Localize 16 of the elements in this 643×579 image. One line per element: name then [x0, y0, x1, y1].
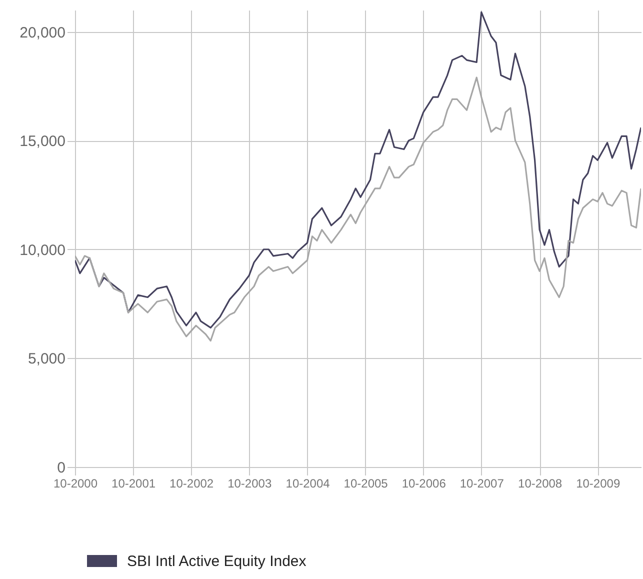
x-tick-label: 10-2002 [170, 476, 214, 490]
x-tick-label: 10-2006 [402, 476, 446, 490]
y-tick-label: 10,000 [20, 242, 66, 259]
x-tick-label: 10-2000 [53, 476, 98, 490]
x-tick-label: 10-2001 [112, 476, 156, 490]
x-tick-label: 10-2009 [576, 476, 620, 490]
x-tick-label: 10-2003 [228, 476, 272, 490]
x-tick-label: 10-2008 [518, 476, 562, 490]
x-tick-label: 10-2004 [286, 476, 330, 490]
y-tick-label: 0 [57, 460, 66, 476]
y-tick-label: 15,000 [20, 133, 66, 150]
x-tick-label: 10-2005 [344, 476, 388, 490]
legend-label: SBI Intl Active Equity Index [127, 553, 307, 570]
x-tick-label: 10-2007 [460, 476, 504, 490]
y-tick-label: 20,000 [20, 24, 66, 42]
y-tick-label: 5,000 [28, 350, 66, 368]
